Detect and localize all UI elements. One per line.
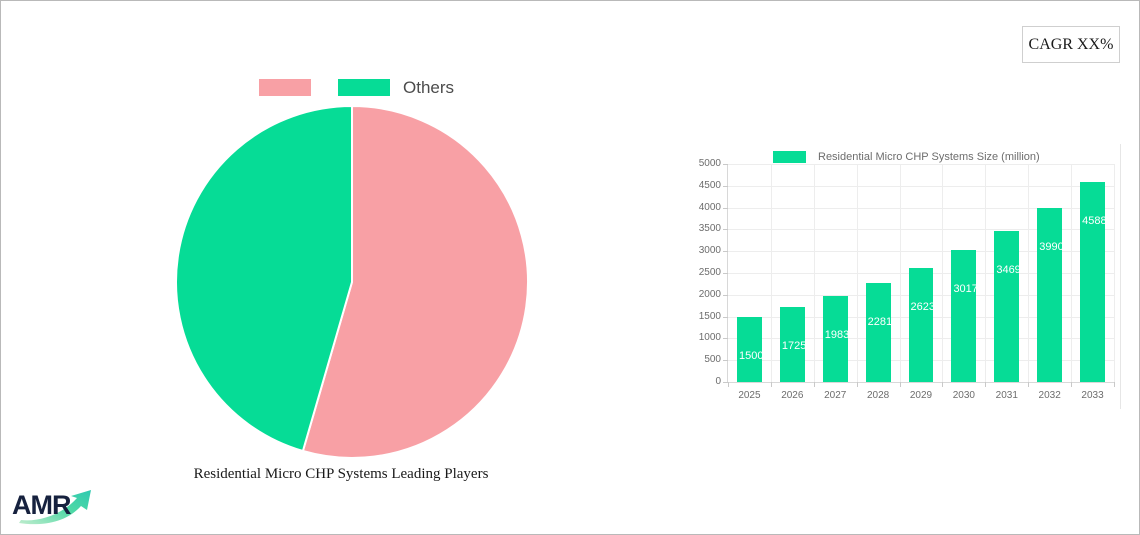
gridline-horizontal [728,207,1114,209]
y-tick-label: 3500 [698,223,721,235]
x-tick-mark [1071,382,1073,387]
x-tick-label-2027: 2027 [824,390,847,401]
bar-value-label-2032: 3990.02 [1039,242,1062,254]
bar-chart-plot: 0 500 1000 1500 2000 2500 3000 3500 4000 4500 5000… [683,159,1121,409]
x-tick-mark [813,382,815,387]
y-tick-mark [723,316,728,318]
pie-legend-swatch-others[interactable] [338,78,390,96]
bar-chart-panel: Residential Micro CHP Systems Size (mill… [683,144,1121,409]
pie-slice-others[interactable] [176,106,353,453]
pie-svg [176,106,528,458]
x-tick-mark [1028,382,1030,387]
x-tick-label-2025: 2025 [738,390,761,401]
y-tick-mark [723,251,728,253]
bar-2025[interactable] [737,316,762,382]
y-tick-mark [723,164,728,165]
amr-logo-arrow-icon [19,490,91,525]
y-tick-label: 3000 [698,245,721,257]
bar-value-label-2025: 1500 [739,350,762,362]
bar-2028[interactable] [865,282,891,382]
y-tick-label: 5000 [698,158,721,169]
legend-spacer [311,87,338,88]
gridline-vertical [899,164,901,382]
y-tick-label: 0 [715,376,721,387]
pie-slice-unlabeled[interactable] [301,106,528,458]
bar-2033[interactable] [1080,181,1105,382]
y-tick-label: 2000 [698,288,721,300]
x-tick-mark [856,382,858,387]
plot-area: 1500 2025 1725 2026 1983.75 2027 2281.31 2028 26… [723,164,1115,401]
bar-value-label-2031: 3469.58 [996,264,1019,276]
bar-value-label-2027: 1983.75 [824,329,848,341]
gridline-horizontal [728,164,1114,165]
amr-logo: AMR [11,486,101,526]
y-tick-mark [723,185,728,187]
bar-chart-legend: Residential Micro CHP Systems Size (mill… [773,149,1040,165]
y-tick-label: 1500 [698,310,721,322]
x-tick-mark [770,382,772,387]
bar-value-label-2026: 1725 [781,340,805,352]
gridline-vertical [856,164,858,382]
gridline-vertical [1028,164,1030,382]
bar-legend-swatch[interactable] [773,151,806,163]
gridline-vertical [942,164,944,382]
bar-legend-label: Residential Micro CHP Systems Size (mill… [818,150,1040,163]
gridline-horizontal [728,251,1114,253]
pie-chart-legend: Others [259,77,454,97]
bar-2027[interactable] [822,295,848,382]
y-tick-mark [723,229,728,231]
y-tick-mark [723,273,728,274]
y-tick-mark [723,207,728,209]
y-tick-label: 2500 [698,267,721,278]
x-tick-mark [728,382,729,387]
x-tick-label-2026: 2026 [781,390,804,401]
y-axis-labels: 0 500 1000 1500 2000 2500 3000 3500 4000 4500 5000 [683,159,721,409]
pie-legend-label-others: Others [403,77,455,97]
y-tick-label: 4000 [698,201,721,213]
x-tick-label-2029: 2029 [909,390,933,401]
bar-2029[interactable] [908,267,934,382]
x-tick-mark [899,382,901,387]
gridline-vertical [1071,164,1073,382]
bar-value-label-2030: 3017.03 [953,284,976,296]
gridline-vertical [985,164,987,382]
gridline-vertical [813,164,815,382]
gridline-horizontal [728,185,1114,187]
cagr-badge-label: CAGR XX% [1028,35,1114,53]
pie-chart-graphic [176,106,528,458]
bar-2026[interactable] [779,306,805,382]
y-tick-mark [723,338,728,340]
x-tick-label-2030: 2030 [952,390,975,401]
x-tick-label-2031: 2031 [995,390,1018,401]
x-tick-label-2028: 2028 [866,390,890,401]
cagr-badge: CAGR XX% [1022,26,1120,63]
y-tick-mark [723,382,728,383]
x-tick-mark [942,382,944,387]
y-tick-label: 4500 [698,179,721,191]
x-tick-mark [1114,382,1115,387]
y-tick-label: 1000 [698,332,721,344]
bar-value-label-2029: 2623.51 [910,301,934,313]
bar-value-label-2028: 2281.31 [867,316,891,328]
pie-legend-swatch-unlabeled[interactable] [259,78,311,96]
amr-logo-svg: AMR [12,490,91,525]
pie-chart-title: Residential Micro CHP Systems Leading Pl… [193,466,489,482]
bar-2032[interactable] [1037,208,1063,382]
y-tick-mark [723,360,728,362]
x-tick-label-2032: 2032 [1038,390,1061,401]
y-tick-label: 500 [704,354,721,366]
bar-2031[interactable] [994,230,1020,382]
bar-value-label-2033: 4588.52 [1082,215,1105,227]
pie-chart-panel: Others Residential Micro CHP Systems Lea… [21,61,661,491]
amr-logo-text: AMR [12,490,71,520]
gridline-horizontal [728,229,1114,231]
gridline-vertical [1114,164,1115,382]
y-tick-mark [723,294,728,296]
x-tick-mark [985,382,987,387]
gridline-vertical [770,164,772,382]
bar-2030[interactable] [951,250,977,382]
x-tick-label-2033: 2033 [1081,390,1104,401]
